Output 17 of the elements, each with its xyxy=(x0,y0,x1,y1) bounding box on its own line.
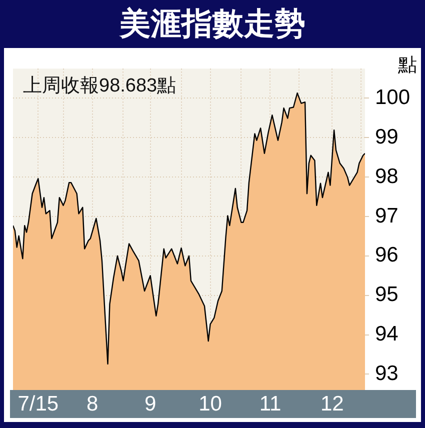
x-tick-label: 10 xyxy=(198,392,222,416)
y-tick-label: 96 xyxy=(375,244,398,267)
y-tick-label: 98 xyxy=(375,164,398,188)
y-tick-label: 97 xyxy=(375,204,398,228)
y-tick-label: 95 xyxy=(375,283,398,306)
chart-title: 美滙指數走勢 xyxy=(118,5,306,43)
x-tick-label: 9 xyxy=(144,392,156,416)
x-tick-label: 8 xyxy=(86,392,98,416)
y-tick-label: 99 xyxy=(375,125,398,148)
y-tick-label: 100 xyxy=(375,86,410,109)
y-axis-title: 點 xyxy=(398,54,417,78)
x-tick-label: 12 xyxy=(320,392,344,416)
y-tick-label: 93 xyxy=(375,362,398,386)
x-tick-label: 11 xyxy=(259,392,282,416)
x-tick-label: 7/15 xyxy=(18,392,59,416)
y-tick-label: 94 xyxy=(375,322,399,346)
annotation: 上周收報98.683點 xyxy=(23,75,176,96)
